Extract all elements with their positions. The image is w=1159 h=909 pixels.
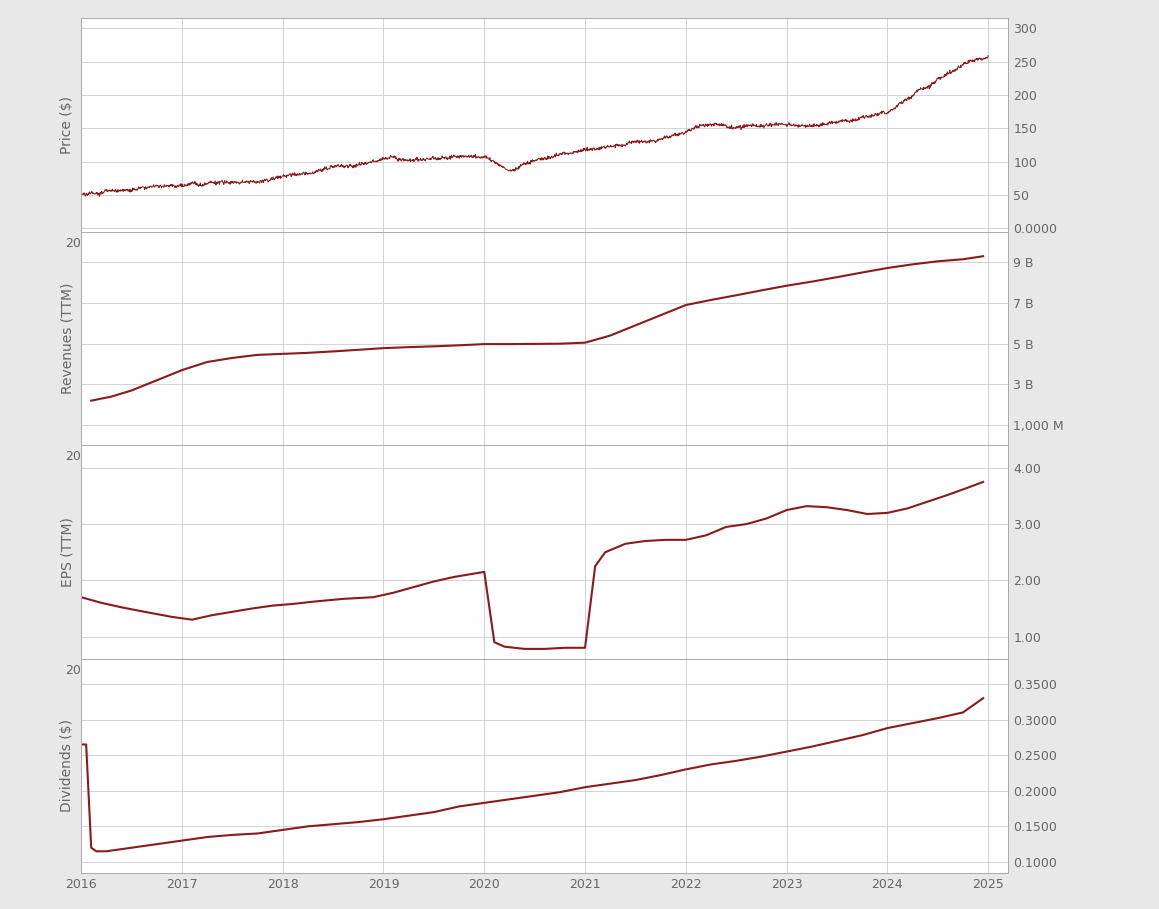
Y-axis label: Revenues (TTM): Revenues (TTM) bbox=[60, 283, 74, 395]
Y-axis label: Price ($): Price ($) bbox=[60, 96, 74, 154]
Y-axis label: Dividends ($): Dividends ($) bbox=[60, 719, 74, 813]
Y-axis label: EPS (TTM): EPS (TTM) bbox=[60, 517, 74, 587]
